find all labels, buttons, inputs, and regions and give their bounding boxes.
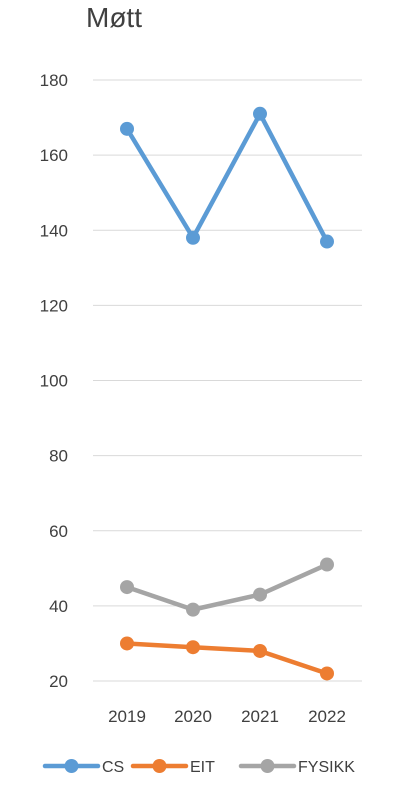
legend-label: CS — [102, 759, 124, 776]
legend: CS EIT FYSIKK — [42, 759, 355, 776]
y-tick-label: 40 — [49, 597, 68, 616]
data-point — [120, 636, 134, 651]
series-line — [124, 562, 330, 612]
y-tick-label: 180 — [40, 71, 68, 90]
x-tick-label: 2022 — [308, 707, 346, 726]
y-tick-label: 80 — [49, 447, 68, 466]
legend-label: EIT — [190, 759, 215, 776]
data-point — [320, 557, 334, 572]
x-tick-label: 2020 — [174, 707, 212, 726]
series-eit — [120, 636, 334, 681]
data-point — [120, 121, 134, 136]
legend-item-fysikk: FYSIKK — [238, 759, 355, 776]
legend-item-cs: CS — [42, 759, 124, 776]
legend-marker — [152, 759, 167, 773]
x-tick-label: 2021 — [241, 707, 279, 726]
data-point — [320, 666, 334, 681]
data-point — [253, 106, 267, 121]
series-line — [124, 641, 330, 676]
legend-label: FYSIKK — [298, 759, 355, 776]
y-tick-label: 100 — [40, 372, 68, 391]
legend-marker — [260, 759, 275, 773]
series-line — [124, 111, 330, 244]
gridlines — [93, 79, 362, 682]
data-point — [320, 234, 334, 249]
x-tick-label: 2019 — [108, 707, 146, 726]
y-tick-label: 140 — [40, 221, 68, 240]
y-tick-label: 120 — [40, 296, 68, 315]
x-axis-ticks: 2019 2020 2021 2022 — [108, 707, 346, 726]
y-tick-label: 160 — [40, 146, 68, 165]
data-point — [186, 640, 200, 655]
legend-marker — [64, 759, 79, 773]
y-tick-label: 20 — [49, 672, 68, 691]
data-point — [253, 643, 267, 658]
data-point — [120, 580, 134, 595]
data-point — [253, 587, 267, 602]
data-point — [186, 230, 200, 245]
chart-title: Møtt — [86, 2, 142, 33]
series-cs — [120, 106, 334, 249]
data-point — [186, 602, 200, 617]
series — [120, 106, 334, 681]
y-axis-ticks: 20 40 60 80 100 120 140 160 180 — [40, 71, 68, 691]
legend-item-eit: EIT — [130, 759, 215, 776]
y-tick-label: 60 — [49, 522, 68, 541]
series-fysikk — [120, 557, 334, 617]
